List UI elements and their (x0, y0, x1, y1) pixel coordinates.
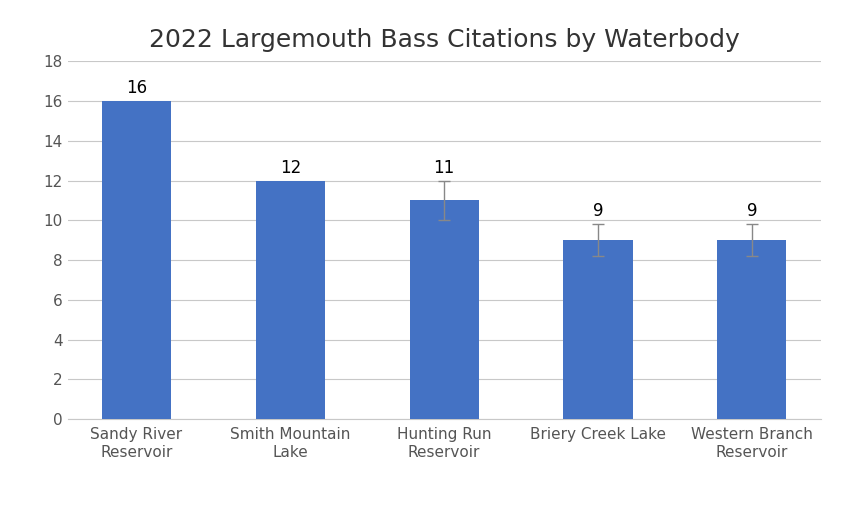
Text: 12: 12 (280, 158, 301, 177)
Text: 9: 9 (746, 202, 757, 220)
Text: 9: 9 (593, 202, 603, 220)
Bar (409, 200, 479, 419)
Title: 2022 Largemouth Bass Citations by Waterbody: 2022 Largemouth Bass Citations by Waterb… (149, 29, 739, 53)
Bar (717, 240, 787, 419)
Bar (563, 240, 633, 419)
Text: 16: 16 (126, 79, 147, 97)
Text: 11: 11 (433, 158, 455, 177)
Bar (102, 101, 171, 419)
Bar (255, 180, 325, 419)
